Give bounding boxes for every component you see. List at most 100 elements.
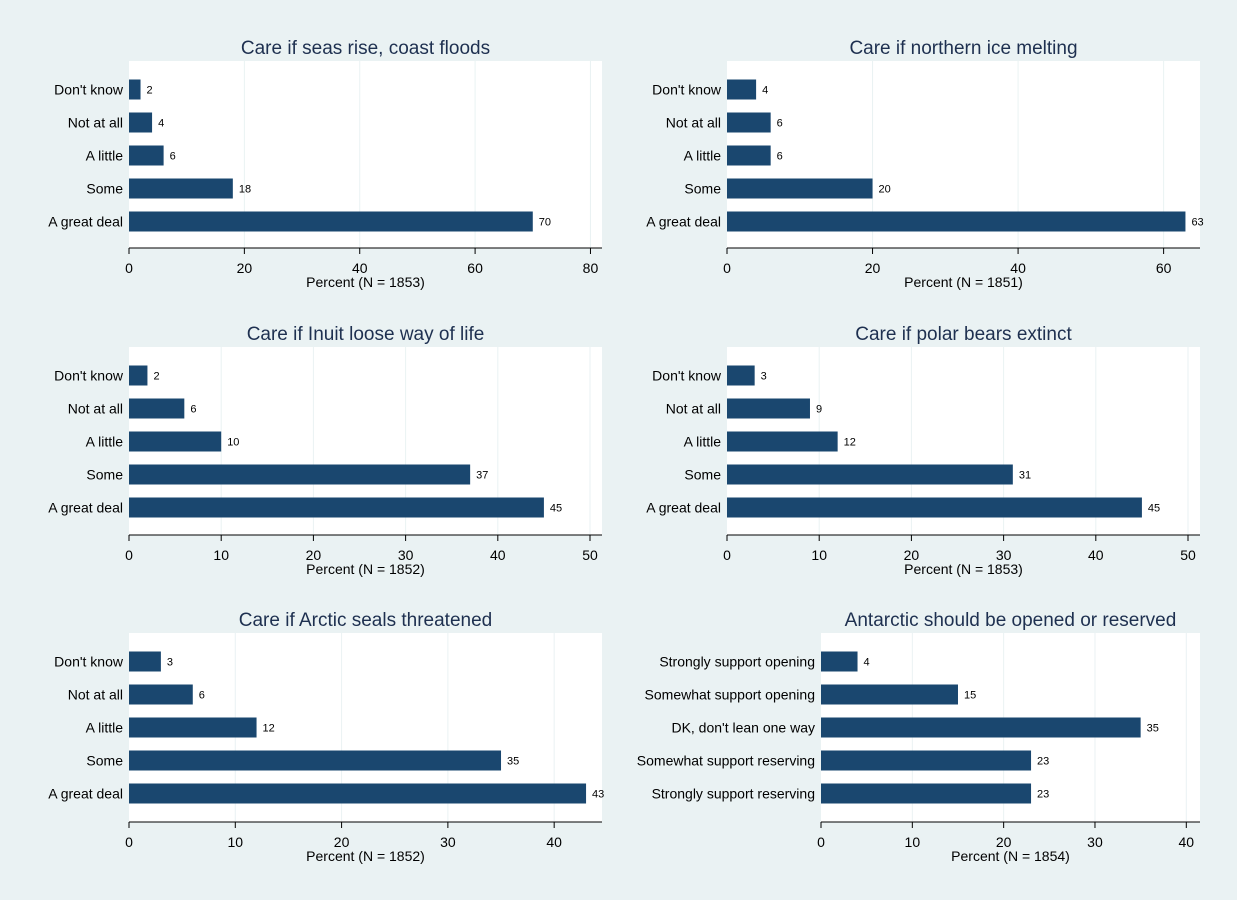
chart-5-bar: [129, 750, 502, 771]
chart-3-category-label: Not at all: [68, 401, 123, 417]
chart-4-x-tick-label: 50: [1180, 547, 1196, 563]
chart-6-x-tick-label: 0: [817, 834, 825, 850]
chart-1-bar: [129, 112, 153, 133]
chart-6-bar: [821, 783, 1032, 804]
chart-6-x-tick-label: 10: [905, 834, 921, 850]
chart-2-bar: [727, 112, 771, 133]
chart-1-bar: [129, 178, 233, 199]
chart-6-x-tick-label: 30: [1087, 834, 1103, 850]
chart-2-data-label: 6: [777, 118, 783, 130]
chart-3-data-label: 6: [190, 404, 196, 416]
chart-3-x-tick-label: 0: [125, 547, 133, 563]
chart-4-x-tick-label: 40: [1088, 547, 1104, 563]
chart-6-bar: [821, 717, 1141, 738]
chart-3-category-label: A great deal: [48, 500, 123, 516]
chart-5-category-label: A little: [86, 720, 124, 736]
chart-4-data-label: 45: [1148, 503, 1160, 515]
chart-2-x-tick-label: 0: [723, 260, 731, 276]
chart-1-category-label: Some: [86, 181, 123, 197]
chart-2-data-label: 63: [1191, 217, 1203, 229]
chart-1-bar: [129, 79, 141, 100]
chart-4-data-label: 31: [1019, 470, 1031, 482]
chart-6-category-label: Strongly support opening: [659, 654, 815, 670]
chart-3-title: Care if Inuit loose way of life: [247, 324, 485, 345]
chart-5-x-axis-label: Percent (N = 1852): [306, 848, 425, 864]
chart-3-bar: [129, 398, 185, 419]
chart-5-category-label: Some: [86, 753, 123, 769]
chart-1-x-axis-label: Percent (N = 1853): [306, 274, 425, 290]
chart-2-category-label: Don't know: [652, 82, 722, 98]
chart-5-data-label: 6: [199, 690, 205, 702]
chart-5-data-label: 35: [507, 756, 519, 768]
chart-5-bar: [129, 783, 587, 804]
chart-5-data-label: 12: [263, 723, 275, 735]
chart-3-bar: [129, 431, 222, 452]
chart-1-data-label: 2: [147, 85, 153, 97]
chart-3-bar: [129, 464, 471, 485]
chart-6-bar: [821, 684, 958, 705]
chart-5-category-label: Not at all: [68, 687, 123, 703]
chart-3-data-label: 2: [153, 371, 159, 383]
chart-4-data-label: 9: [816, 404, 822, 416]
chart-4-data-label: 12: [844, 437, 856, 449]
chart-6-title: Antarctic should be opened or reserved: [845, 610, 1177, 631]
chart-1-x-tick-label: 40: [352, 260, 368, 276]
chart-4-x-axis-label: Percent (N = 1853): [904, 561, 1023, 577]
chart-2-category-label: A little: [684, 148, 722, 164]
chart-6-x-axis-label: Percent (N = 1854): [951, 848, 1070, 864]
chart-6-data-label: 23: [1037, 789, 1049, 801]
chart-2-category-label: Not at all: [666, 115, 721, 131]
chart-6-bar: [821, 651, 858, 672]
chart-4-category-label: Not at all: [666, 401, 721, 417]
chart-4-title: Care if polar bears extinct: [855, 324, 1072, 345]
chart-5-x-tick-label: 40: [546, 834, 562, 850]
chart-3-x-tick-label: 20: [306, 547, 322, 563]
chart-6-category-label: Somewhat support opening: [645, 687, 815, 703]
chart-2-category-label: Some: [684, 181, 721, 197]
chart-5-data-label: 3: [167, 657, 173, 669]
chart-1-bar: [129, 145, 164, 166]
chart-4-category-label: Don't know: [652, 368, 722, 384]
chart-2-data-label: 20: [879, 184, 891, 196]
chart-1-data-label: 18: [239, 184, 251, 196]
chart-1-data-label: 4: [158, 118, 164, 130]
chart-1-x-tick-label: 80: [583, 260, 599, 276]
chart-1-data-label: 6: [170, 151, 176, 163]
chart-2-x-tick-label: 60: [1156, 260, 1172, 276]
chart-3-data-label: 37: [476, 470, 488, 482]
chart-3-bar: [129, 365, 148, 386]
chart-1-bar: [129, 211, 533, 232]
chart-3-category-label: A little: [86, 434, 124, 450]
chart-2-x-tick-label: 20: [865, 260, 881, 276]
chart-4-bar: [727, 431, 838, 452]
chart-2-bar: [727, 178, 873, 199]
chart-2-x-axis-label: Percent (N = 1851): [904, 274, 1023, 290]
chart-3-x-tick-label: 40: [490, 547, 506, 563]
chart-6-data-label: 15: [964, 690, 976, 702]
chart-4-category-label: A little: [684, 434, 722, 450]
chart-5-category-label: A great deal: [48, 786, 123, 802]
chart-5-x-tick-label: 20: [334, 834, 350, 850]
chart-1-x-tick-label: 20: [237, 260, 253, 276]
chart-1-category-label: Not at all: [68, 115, 123, 131]
chart-2-bar: [727, 145, 771, 166]
chart-5-bar: [129, 651, 161, 672]
chart-4-bar: [727, 365, 755, 386]
chart-1-category-label: Don't know: [54, 82, 124, 98]
chart-4-data-label: 3: [761, 371, 767, 383]
chart-3-data-label: 10: [227, 437, 239, 449]
chart-4-bar: [727, 398, 810, 419]
chart-2-data-label: 4: [762, 85, 768, 97]
chart-3-category-label: Some: [86, 467, 123, 483]
chart-3-category-label: Don't know: [54, 368, 124, 384]
chart-6-category-label: Somewhat support reserving: [637, 753, 815, 769]
chart-1-data-label: 70: [539, 217, 551, 229]
chart-3-x-tick-label: 10: [213, 547, 229, 563]
chart-1-category-label: A great deal: [48, 214, 123, 230]
chart-4-x-tick-label: 0: [723, 547, 731, 563]
chart-3-x-axis-label: Percent (N = 1852): [306, 561, 425, 577]
chart-5-x-tick-label: 0: [125, 834, 133, 850]
chart-1-title: Care if seas rise, coast floods: [241, 38, 490, 59]
chart-6-category-label: Strongly support reserving: [652, 786, 815, 802]
